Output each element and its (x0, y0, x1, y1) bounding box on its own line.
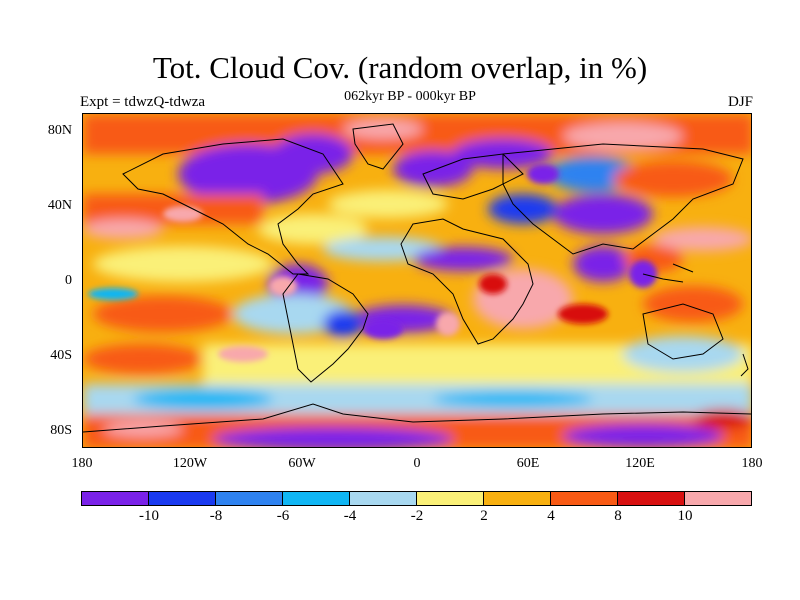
season-label: DJF (727, 94, 753, 110)
lat-label-40s: 40S (50, 348, 72, 363)
colorbar-tick-label: -10 (139, 508, 159, 524)
coastlines (83, 123, 751, 433)
colorbar (81, 491, 752, 506)
lon-label-120w: 120W (172, 456, 208, 471)
experiment-label: Expt = tdwzQ-tdwza (80, 94, 206, 110)
colorbar-tick-label: -8 (209, 508, 223, 524)
lat-label-40n: 40N (47, 198, 72, 213)
lon-label-120e: 120E (625, 456, 655, 471)
map-field-svg (83, 114, 751, 447)
plot-title: Tot. Cloud Cov. (random overlap, in %) (152, 50, 648, 85)
colorbar-tick-label: 4 (547, 508, 555, 524)
colorbar-tick-label: 2 (480, 508, 488, 524)
lon-label-60w: 60W (288, 456, 316, 471)
lon-label-60e: 60E (516, 456, 540, 471)
colorbar-segment (617, 491, 685, 506)
colorbar-segment (349, 491, 417, 506)
cloud-cover-map (82, 113, 752, 448)
colorbar-segment (148, 491, 216, 506)
colorbar-tick-label: 8 (614, 508, 622, 524)
lon-label-180w: 180 (71, 456, 93, 471)
colorbar-segment (81, 491, 149, 506)
colorbar-tick-label: -4 (343, 508, 357, 524)
field-patches-large (83, 114, 751, 447)
colorbar-segment (550, 491, 618, 506)
colorbar-tick-label: -6 (276, 508, 290, 524)
plot-subtitle: 062kyr BP - 000kyr BP (344, 89, 476, 104)
colorbar-segment (416, 491, 484, 506)
field-patches-small (88, 164, 657, 362)
colorbar-segment (684, 491, 752, 506)
colorbar-tick-label: -2 (410, 508, 424, 524)
lat-label-80s: 80S (50, 423, 72, 438)
colorbar-tick-label: 10 (677, 508, 693, 524)
colorbar-segment (483, 491, 551, 506)
lat-label-0: 0 (65, 273, 72, 288)
lon-label-0: 0 (413, 456, 421, 471)
lon-label-180e: 180 (741, 456, 763, 471)
colorbar-segment (215, 491, 283, 506)
colorbar-segment (282, 491, 350, 506)
lat-label-80n: 80N (47, 123, 72, 138)
